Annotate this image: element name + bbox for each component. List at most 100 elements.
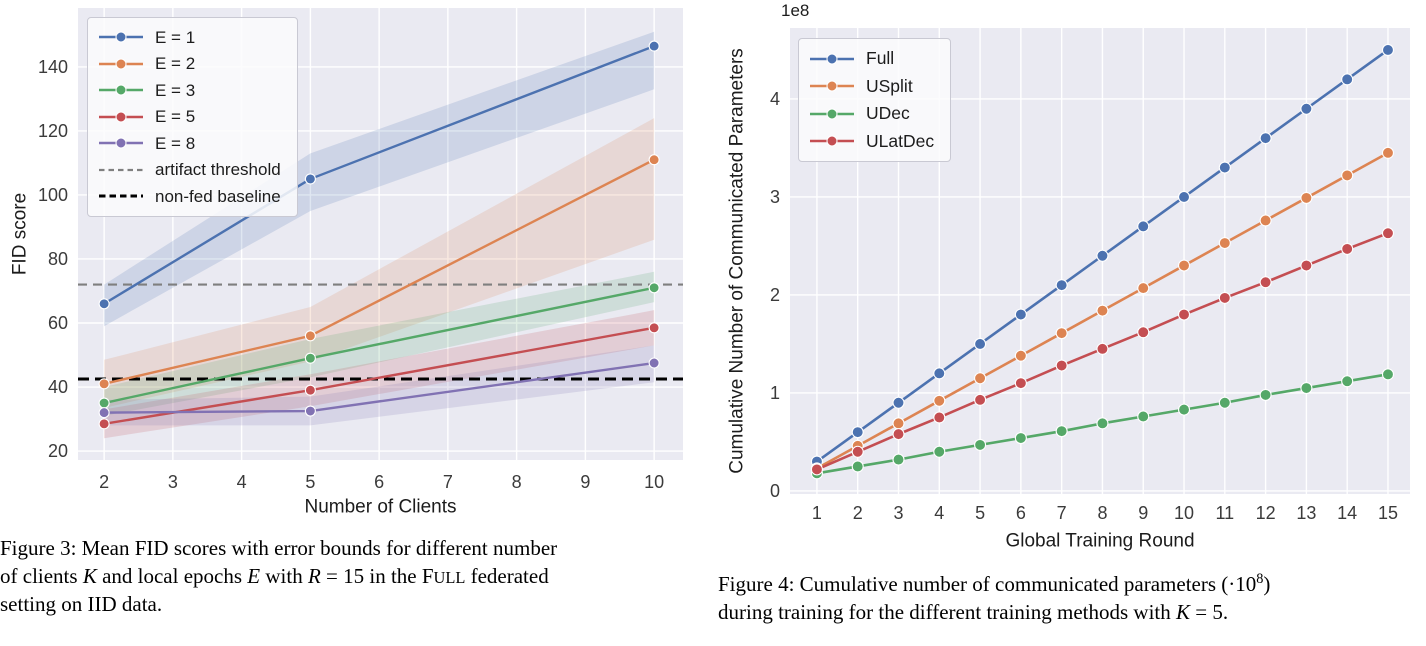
legend-label: UDec (866, 103, 910, 123)
data-point (1055, 425, 1068, 438)
data-point (1096, 417, 1109, 430)
data-point (1137, 282, 1150, 295)
data-point (1300, 102, 1313, 115)
legend-line-marker-sample (99, 84, 143, 96)
x-tick-label: 4 (237, 472, 247, 492)
data-point (1137, 326, 1150, 339)
data-point (1137, 410, 1150, 423)
x-tick-label: 4 (934, 503, 944, 523)
data-point (892, 428, 905, 441)
data-point (1259, 214, 1272, 227)
y-axis-label: FID score (10, 193, 31, 275)
x-tick-label: 8 (1097, 503, 1107, 523)
error-band (104, 118, 655, 408)
legend-label: E = 8 (155, 133, 196, 153)
caption-text: and local epochs (96, 564, 248, 589)
legend-label: E = 3 (155, 80, 196, 100)
data-point (1218, 161, 1231, 174)
x-tick-label: 15 (1378, 503, 1398, 523)
legend-entry: non-fed baseline (98, 183, 281, 210)
data-point (304, 384, 316, 396)
data-point (98, 418, 110, 430)
caption-text: K (1176, 600, 1191, 625)
data-point (1014, 349, 1027, 362)
data-point (304, 330, 316, 342)
data-point (1381, 368, 1395, 381)
data-point (851, 426, 864, 439)
caption-text: = 5. (1190, 600, 1229, 625)
data-point (98, 378, 110, 390)
data-point (933, 394, 946, 407)
caption-text: with (260, 564, 308, 589)
legend-line-marker-sample (99, 31, 143, 43)
caption-text: R (307, 564, 321, 589)
y-tick-label: 40 (48, 377, 68, 397)
x-tick-label: 5 (305, 472, 315, 492)
caption-text: ULL (433, 568, 466, 588)
y-tick-label: 100 (38, 185, 68, 205)
data-point (1300, 259, 1313, 272)
caption-text: during training for the different traini… (718, 600, 1177, 625)
caption-text: E (247, 564, 261, 589)
y-tick-label: 20 (48, 441, 68, 461)
y-tick-label: 2 (770, 285, 780, 305)
legend-entry: artifact threshold (98, 157, 281, 184)
x-axis-label: Number of Clients (304, 497, 456, 518)
data-point (648, 282, 660, 294)
x-tick-label: 3 (168, 472, 178, 492)
data-point (933, 367, 946, 380)
x-tick-label: 9 (580, 472, 590, 492)
data-point (1259, 132, 1272, 145)
legend-entry: E = 3 (98, 77, 281, 104)
legend-line-marker-sample (99, 111, 143, 123)
figure-3: 20 40 60 80 100 120 140 2 3 4 5 6 7 8 9 10 Number of Cli… (0, 0, 706, 618)
legend-label: E = 1 (155, 27, 196, 47)
y-tick-label: 1 (770, 383, 780, 403)
legend-entry: E = 5 (98, 104, 281, 131)
data-point (1381, 43, 1395, 57)
x-tick-label: 3 (893, 503, 903, 523)
caption-text: = 15 in the F (320, 564, 434, 589)
legend-line-marker-sample (99, 137, 143, 149)
x-tick-label: 11 (1215, 503, 1234, 523)
data-point (892, 396, 905, 409)
legend-entry: USplit (809, 73, 934, 101)
data-point (304, 352, 316, 364)
y-axis-label: Cumulative Number of Communicated Parame… (727, 48, 748, 474)
data-point (1137, 220, 1150, 233)
data-point (1096, 342, 1109, 355)
caption-text: setting on IID data. (0, 592, 163, 617)
data-point (1055, 359, 1068, 372)
x-tick-label: 8 (512, 472, 522, 492)
legend-label: ULatDec (866, 130, 935, 151)
legend-entry: E = 2 (98, 51, 281, 78)
y-tick-label: 4 (770, 89, 780, 109)
data-point (810, 463, 823, 476)
legend-label: USplit (866, 75, 913, 96)
fid-chart-legend: E = 1 E = 2 E = 3 E = 5 E = 8 artifact thresh… (87, 17, 298, 217)
data-point (892, 417, 905, 430)
x-tick-label: 2 (853, 503, 863, 523)
legend-line-marker-sample (810, 80, 854, 92)
data-point (1014, 308, 1027, 321)
x-tick-label: 7 (443, 472, 453, 492)
legend-entry: ULatDec (809, 128, 934, 156)
legend-label: E = 2 (155, 54, 196, 74)
data-point (1341, 169, 1354, 182)
caption-text: K (82, 564, 97, 589)
error-band (104, 31, 655, 327)
figure-4-caption: Figure 4: Cumulative number of communica… (718, 570, 1426, 626)
data-point (1055, 327, 1068, 340)
legend-dashed-line-sample (99, 194, 143, 198)
data-point (1177, 259, 1191, 272)
x-tick-label: 5 (975, 503, 985, 523)
legend-line-marker-sample (810, 53, 854, 65)
data-point (1014, 377, 1027, 390)
legend-line-marker-sample (99, 58, 143, 70)
data-point (648, 40, 660, 52)
data-point (1218, 236, 1231, 250)
data-point (1341, 375, 1354, 388)
legend-line-marker-sample (810, 108, 854, 120)
fid-score-chart: 20 40 60 80 100 120 140 2 3 4 5 6 7 8 9 10 Number of Cli… (10, 8, 683, 518)
